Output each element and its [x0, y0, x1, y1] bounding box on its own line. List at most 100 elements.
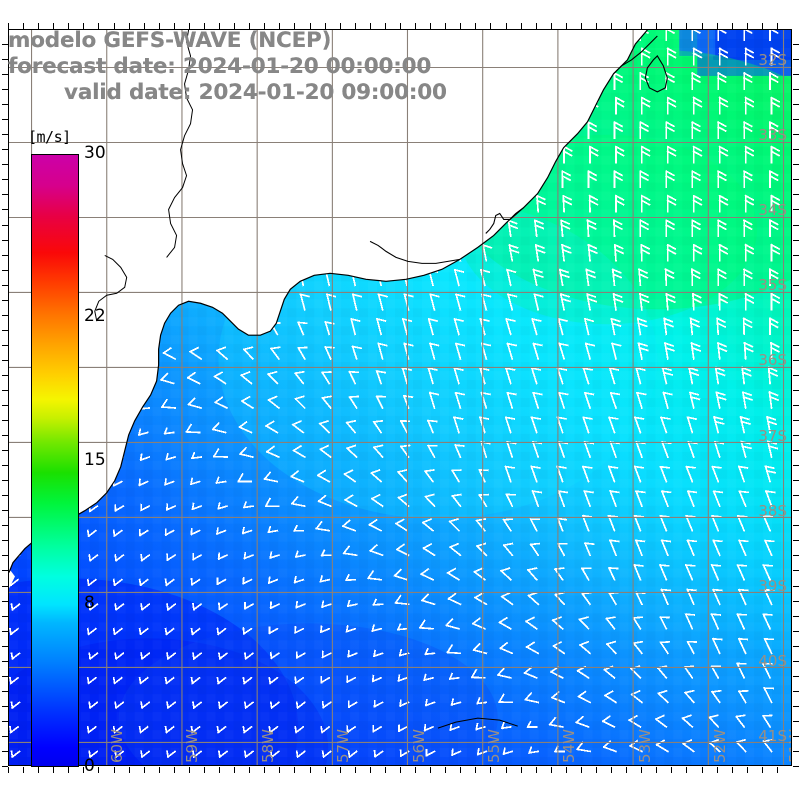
- tick-mark: [2, 149, 8, 151]
- tick-mark: [490, 23, 492, 29]
- lon-label-58w: 58W: [258, 729, 277, 763]
- tick-mark: [2, 209, 8, 211]
- tick-mark: [2, 435, 8, 437]
- tick-mark: [234, 23, 236, 29]
- tick-mark: [535, 767, 537, 773]
- title-line-forecast: forecast date: 2024-01-20 00:00:00: [8, 54, 432, 79]
- title-line-valid: valid date: 2024-01-20 09:00:00: [64, 80, 447, 105]
- tick-mark: [188, 23, 190, 29]
- tick-mark: [158, 23, 160, 29]
- tick-mark: [565, 767, 567, 773]
- lon-label-59w: 59W: [183, 729, 202, 763]
- tick-mark: [249, 23, 251, 29]
- tick-mark: [520, 767, 522, 773]
- tick-mark: [793, 615, 799, 617]
- tick-mark: [2, 134, 8, 136]
- tick-mark: [2, 510, 8, 512]
- tick-mark: [309, 767, 311, 773]
- tick-mark: [2, 359, 8, 361]
- tick-mark: [219, 23, 221, 29]
- tick-mark: [2, 645, 8, 647]
- tick-mark: [279, 767, 281, 773]
- tick-mark: [294, 23, 296, 29]
- tick-mark: [641, 767, 643, 773]
- tick-mark: [143, 767, 145, 773]
- tick-mark: [204, 767, 205, 773]
- tick-mark: [731, 767, 733, 773]
- tick-mark: [2, 104, 8, 106]
- lon-label-57w: 57W: [334, 729, 353, 763]
- tick-mark: [793, 510, 799, 512]
- tick-mark: [339, 23, 341, 29]
- tick-mark: [2, 89, 8, 91]
- tick-mark: [415, 23, 417, 29]
- tick-mark: [793, 374, 799, 376]
- tick-mark: [793, 224, 799, 226]
- tick-mark: [793, 74, 799, 76]
- tick-mark: [535, 23, 537, 29]
- tick-mark: [2, 570, 8, 572]
- tick-mark: [686, 767, 688, 773]
- tick-mark: [776, 23, 778, 29]
- tick-mark: [716, 23, 718, 29]
- tick-mark: [8, 767, 9, 773]
- title-line-model: modelo GEFS-WAVE (NCEP): [8, 28, 332, 53]
- tick-mark: [2, 525, 8, 527]
- tick-mark: [611, 23, 613, 29]
- tick-mark: [731, 23, 733, 29]
- tick-mark: [793, 405, 799, 407]
- tick-mark: [53, 23, 55, 29]
- tick-mark: [219, 767, 221, 773]
- tick-mark: [2, 766, 8, 767]
- tick-mark: [2, 299, 8, 301]
- tick-mark: [2, 750, 8, 752]
- tick-mark: [793, 389, 799, 391]
- tick-mark: [793, 344, 799, 346]
- tick-mark: [2, 660, 8, 662]
- tick-mark: [2, 495, 8, 497]
- tick-mark: [113, 23, 115, 29]
- tick-mark: [793, 299, 799, 301]
- tick-mark: [641, 23, 643, 29]
- tick-mark: [98, 23, 100, 29]
- tick-mark: [2, 480, 8, 482]
- tick-mark: [2, 59, 8, 61]
- tick-mark: [505, 767, 507, 773]
- tick-mark: [279, 23, 281, 29]
- tick-mark: [38, 23, 40, 29]
- tick-mark: [793, 269, 799, 271]
- lat-label-33s: 33S: [758, 125, 787, 144]
- tick-mark: [793, 540, 799, 542]
- tick-mark: [596, 767, 597, 773]
- tick-mark: [565, 23, 567, 29]
- tick-mark: [793, 194, 799, 196]
- tick-mark: [793, 284, 799, 286]
- tick-mark: [596, 23, 597, 29]
- tick-mark: [158, 767, 160, 773]
- tick-mark: [793, 570, 799, 572]
- tick-mark: [475, 767, 477, 773]
- tick-mark: [264, 767, 266, 773]
- tick-mark: [2, 585, 8, 587]
- tick-mark: [2, 540, 8, 542]
- tick-mark: [793, 630, 799, 632]
- tick-mark: [793, 239, 799, 241]
- tick-mark: [173, 23, 175, 29]
- tick-mark: [793, 525, 799, 527]
- tick-mark: [8, 23, 9, 29]
- tick-mark: [793, 465, 799, 467]
- tick-mark: [2, 675, 8, 677]
- tick-mark: [2, 389, 8, 391]
- tick-mark: [445, 23, 447, 29]
- tick-mark: [83, 23, 85, 29]
- tick-mark: [2, 284, 8, 286]
- colorbar-gradient: [31, 154, 79, 767]
- tick-mark: [309, 23, 311, 29]
- tick-mark: [505, 23, 507, 29]
- tick-mark: [793, 495, 799, 497]
- tick-mark: [354, 767, 356, 773]
- tick-mark: [793, 705, 799, 707]
- tick-mark: [793, 555, 799, 557]
- plot-title: modelo GEFS-WAVE (NCEP) forecast date: 2…: [0, 28, 520, 106]
- tick-mark: [793, 450, 799, 452]
